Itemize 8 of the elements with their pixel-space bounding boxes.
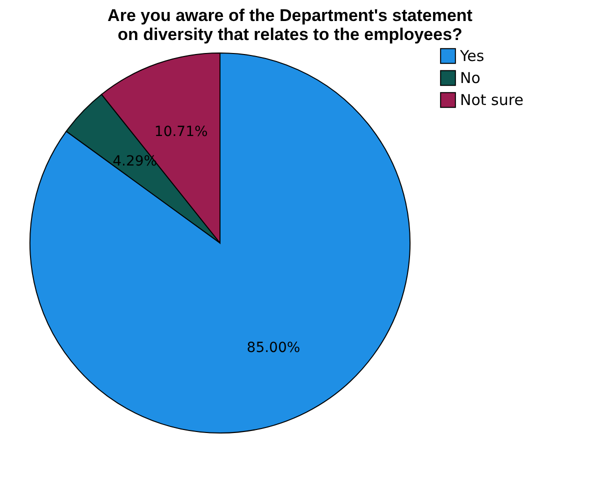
data-label: 4.29% — [112, 154, 158, 170]
pie-slice — [30, 52, 410, 434]
data-label: 10.71% — [154, 124, 208, 140]
legend-label: Not sure — [460, 91, 524, 109]
chart-title: Are you aware of the Department's statement on diversity that relates to the employees? — [108, 6, 473, 44]
data-label: 85.00% — [246, 340, 300, 356]
legend-label: Yes — [459, 47, 484, 65]
legend-label: No — [460, 69, 480, 87]
